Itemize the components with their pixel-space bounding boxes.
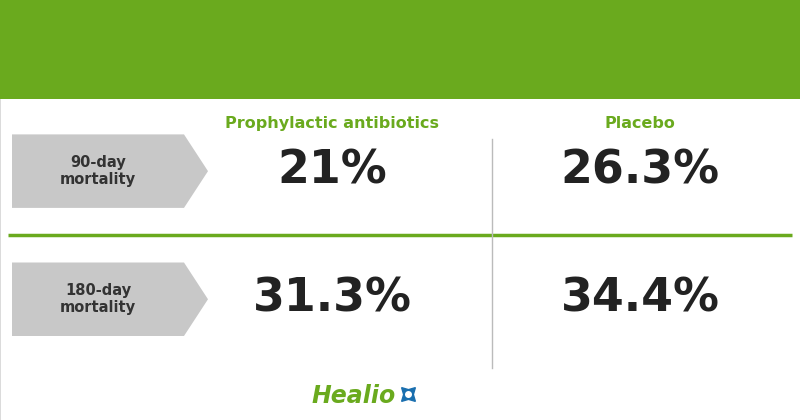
Text: 180-day
mortality: 180-day mortality	[60, 283, 136, 315]
Text: 21%: 21%	[277, 149, 387, 194]
Polygon shape	[12, 262, 208, 336]
Text: 34.4%: 34.4%	[561, 277, 719, 322]
Text: Healio: Healio	[312, 384, 396, 408]
Text: Mortality outcomes among patients with: Mortality outcomes among patients with	[185, 26, 615, 45]
Text: Prophylactic antibiotics: Prophylactic antibiotics	[225, 116, 439, 131]
Text: 26.3%: 26.3%	[561, 149, 719, 194]
Text: 31.3%: 31.3%	[253, 277, 411, 322]
Text: severe alcohol-related hepatitis:: severe alcohol-related hepatitis:	[227, 56, 573, 75]
FancyBboxPatch shape	[0, 0, 800, 99]
Text: Placebo: Placebo	[605, 116, 675, 131]
Polygon shape	[12, 134, 208, 208]
Text: 90-day
mortality: 90-day mortality	[60, 155, 136, 187]
